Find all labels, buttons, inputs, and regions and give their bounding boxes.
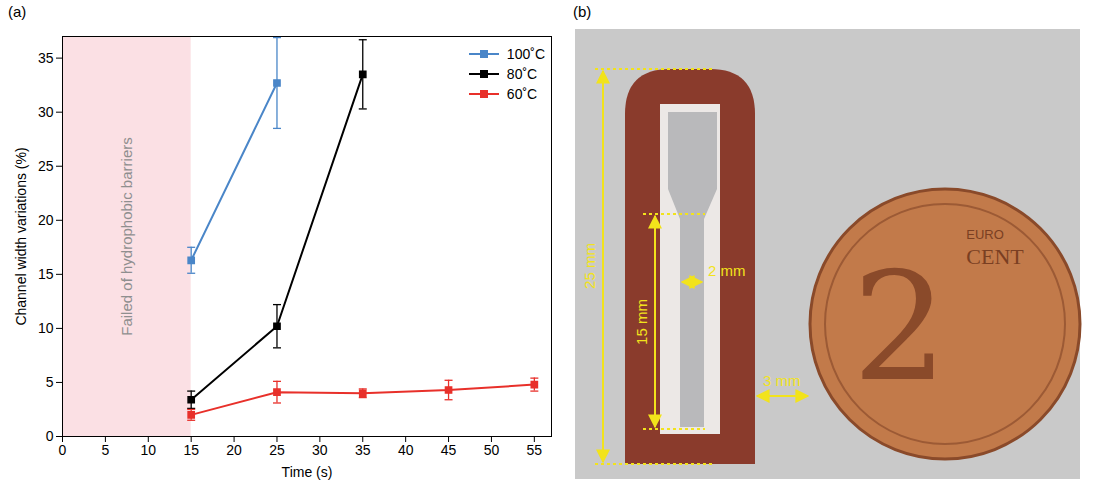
svg-text:15: 15 (183, 442, 199, 458)
svg-text:35: 35 (38, 50, 54, 66)
svg-text:50: 50 (484, 442, 500, 458)
html-text:80˚C: 80˚C (506, 66, 538, 82)
svg-text:10: 10 (141, 442, 157, 458)
svg-text:15 mm: 15 mm (633, 299, 650, 345)
svg-text:30: 30 (38, 104, 54, 120)
svg-text:25 mm: 25 mm (581, 243, 598, 289)
svg-text:5: 5 (46, 374, 54, 390)
svg-text:20: 20 (38, 212, 54, 228)
svg-text:2: 2 (852, 240, 947, 414)
svg-text:3 mm: 3 mm (763, 372, 801, 389)
svg-text:EURO: EURO (966, 227, 1004, 242)
svg-text:5: 5 (101, 442, 109, 458)
html-text:60˚C: 60˚C (506, 86, 538, 102)
svg-text:25: 25 (38, 158, 54, 174)
svg-text:Failed of hydrophobic barriers: Failed of hydrophobic barriers (118, 137, 135, 335)
svg-text:0: 0 (59, 442, 67, 458)
svg-text:20: 20 (226, 442, 242, 458)
html-text:100˚C: 100˚C (506, 46, 545, 62)
svg-text:CENT: CENT (966, 244, 1024, 269)
html-text:(a): (a) (8, 3, 27, 20)
html-text:(b): (b) (573, 3, 592, 20)
svg-text:25: 25 (269, 442, 285, 458)
svg-text:30: 30 (312, 442, 328, 458)
svg-text:35: 35 (355, 442, 371, 458)
svg-text:55: 55 (527, 442, 543, 458)
svg-text:10: 10 (38, 320, 54, 336)
svg-text:Channel width variations (%): Channel width variations (%) (13, 147, 29, 325)
svg-text:45: 45 (441, 442, 457, 458)
svg-text:0: 0 (46, 428, 54, 444)
svg-text:40: 40 (398, 442, 414, 458)
svg-text:15: 15 (38, 266, 54, 282)
svg-text:Time (s): Time (s) (282, 464, 333, 480)
svg-text:2 mm: 2 mm (708, 262, 746, 279)
